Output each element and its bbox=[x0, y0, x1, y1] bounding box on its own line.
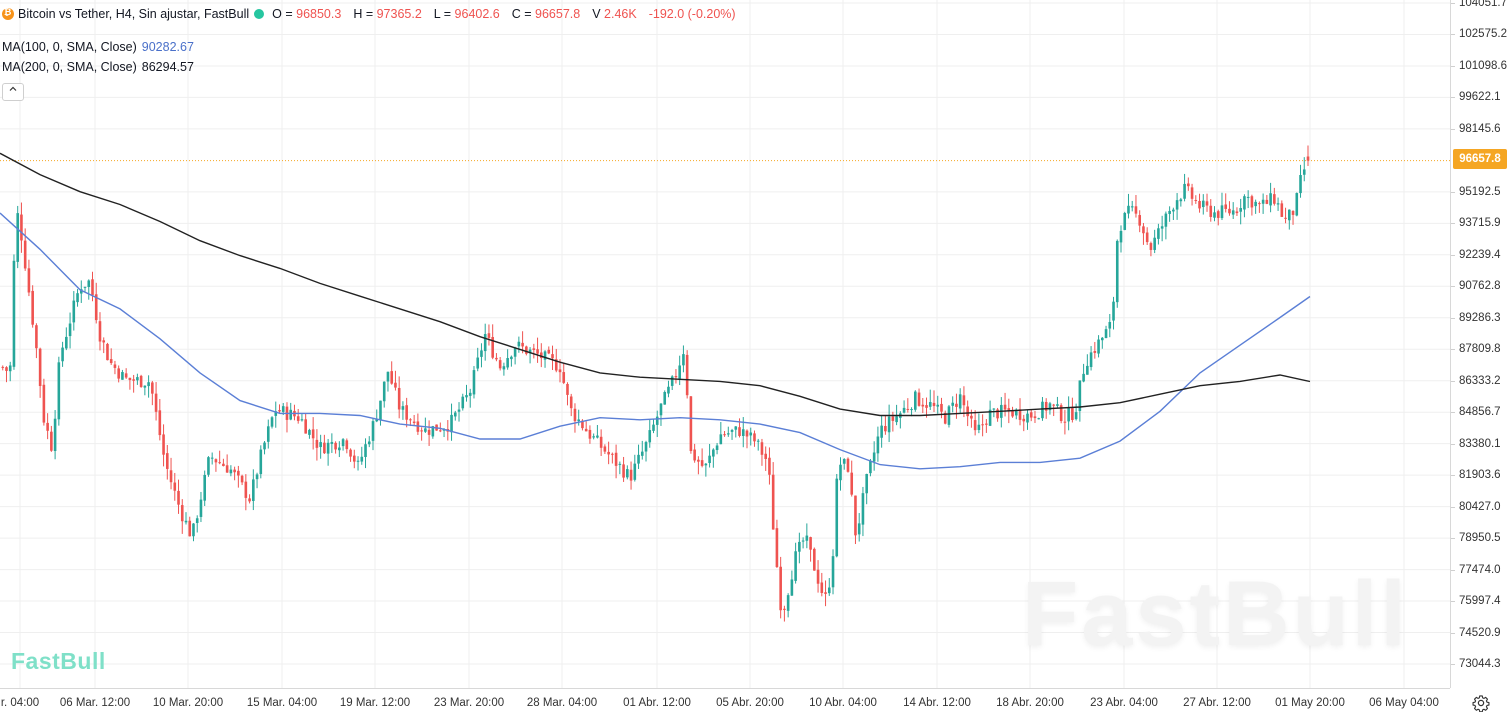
time-tick-label: 27 Abr. 12:00 bbox=[1183, 697, 1251, 709]
price-tick-mark bbox=[1451, 412, 1455, 414]
time-tick-label: r. 04:00 bbox=[0, 697, 40, 709]
fastbull-logo-watermark: FastBull bbox=[11, 648, 106, 674]
price-tick-mark bbox=[1451, 97, 1455, 99]
time-tick-label: 01 May 20:00 bbox=[1275, 697, 1345, 709]
price-tick-label: 84856.7 bbox=[1459, 406, 1501, 419]
time-tick-label: 10 Abr. 04:00 bbox=[809, 697, 877, 709]
time-tick-label: 15 Mar. 04:00 bbox=[246, 697, 318, 709]
time-tick-label: 06 Mar. 12:00 bbox=[59, 697, 131, 709]
bitcoin-icon bbox=[2, 7, 14, 20]
price-tick-mark bbox=[1451, 380, 1455, 382]
high-value: 97365.2 bbox=[376, 7, 422, 21]
ma100-label: MA(100, 0, SMA, Close) bbox=[2, 40, 137, 54]
time-tick-label: 18 Abr. 20:00 bbox=[996, 697, 1064, 709]
price-tick-mark bbox=[1451, 3, 1455, 4]
price-tick-mark bbox=[1451, 632, 1455, 634]
price-tick-mark bbox=[1451, 506, 1455, 508]
price-tick-label: 83380.1 bbox=[1459, 437, 1501, 450]
ma200-value: 86294.57 bbox=[141, 60, 194, 74]
low-label: L = bbox=[433, 7, 452, 21]
ma200-line bbox=[0, 152, 1311, 417]
ma100-legend[interactable]: MA(100, 0, SMA, Close) 90282.67 bbox=[2, 40, 194, 54]
price-tick-mark bbox=[1451, 664, 1455, 665]
price-tick-label: 77474.0 bbox=[1459, 563, 1501, 576]
candlestick-chart[interactable] bbox=[0, 0, 1450, 688]
price-tick-label: 78950.5 bbox=[1459, 532, 1501, 545]
time-tick-label: 05 Abr. 20:00 bbox=[716, 697, 784, 709]
price-tick-mark bbox=[1451, 538, 1455, 540]
volume-value: 2.46K bbox=[604, 7, 637, 21]
close-label: C = bbox=[511, 7, 532, 21]
price-tick-label: 75997.4 bbox=[1459, 595, 1501, 608]
high-label: H = bbox=[353, 7, 374, 21]
price-change: -192.0 (-0.20%) bbox=[648, 7, 736, 21]
price-tick-label: 74520.9 bbox=[1459, 626, 1501, 639]
current-price-tag: 96657.8 bbox=[1453, 149, 1507, 169]
price-tick-label: 104051.7 bbox=[1459, 0, 1507, 9]
price-tick-mark bbox=[1451, 317, 1455, 319]
ma100-line bbox=[0, 212, 1311, 470]
time-tick-label: 19 Mar. 12:00 bbox=[339, 697, 411, 709]
price-tick-mark bbox=[1451, 286, 1455, 288]
price-tick-label: 99622.1 bbox=[1459, 91, 1501, 104]
price-tick-label: 89286.3 bbox=[1459, 311, 1501, 324]
time-axis[interactable]: r. 04:00 06 Mar. 12:00 10 Mar. 20:00 15 Mar… bbox=[0, 688, 1450, 717]
price-tick-label: 73044.3 bbox=[1459, 658, 1501, 670]
price-tick-label: 93715.9 bbox=[1459, 217, 1501, 230]
price-tick-mark bbox=[1451, 601, 1455, 603]
symbol-header: Bitcoin vs Tether, H4, Sin ajustar, Fast… bbox=[2, 7, 748, 21]
price-tick-mark bbox=[1451, 191, 1455, 193]
open-label: O = bbox=[272, 7, 293, 21]
price-tick-label: 86333.2 bbox=[1459, 374, 1501, 387]
candles bbox=[1, 145, 1310, 622]
price-tick-label: 101098.6 bbox=[1459, 59, 1507, 72]
price-tick-label: 80427.0 bbox=[1459, 500, 1501, 513]
time-tick-label: 10 Mar. 20:00 bbox=[152, 697, 224, 709]
price-tick-mark bbox=[1451, 254, 1455, 256]
chevron-up-icon bbox=[9, 86, 17, 91]
volume-label: V bbox=[592, 7, 601, 21]
close-value: 96657.8 bbox=[535, 7, 581, 21]
price-tick-label: 87809.8 bbox=[1459, 343, 1501, 356]
gear-icon bbox=[1472, 695, 1490, 713]
price-tick-mark bbox=[1451, 569, 1455, 571]
time-tick-label: 28 Mar. 04:00 bbox=[526, 697, 598, 709]
time-tick-label: 14 Abr. 12:00 bbox=[903, 697, 971, 709]
price-tick-mark bbox=[1451, 128, 1455, 130]
price-tick-mark bbox=[1451, 223, 1455, 225]
ma200-label: MA(200, 0, SMA, Close) bbox=[2, 60, 137, 74]
price-tick-label: 92239.4 bbox=[1459, 248, 1501, 261]
symbol-title: Bitcoin vs Tether, H4, Sin ajustar, Fast… bbox=[18, 7, 250, 21]
price-tick-label: 90762.8 bbox=[1459, 280, 1501, 293]
price-tick-label: 95192.5 bbox=[1459, 185, 1501, 198]
chart-settings-button[interactable] bbox=[1472, 694, 1490, 713]
chart-plot-area[interactable] bbox=[0, 0, 1450, 688]
price-tick-mark bbox=[1451, 443, 1455, 445]
low-value: 96402.6 bbox=[454, 7, 500, 21]
time-tick-label: 01 Abr. 12:00 bbox=[623, 697, 691, 709]
market-status-dot-icon bbox=[254, 9, 265, 19]
time-tick-label: 23 Mar. 20:00 bbox=[433, 697, 505, 709]
price-tick-label: 98145.6 bbox=[1459, 122, 1501, 135]
price-tick-label: 81903.6 bbox=[1459, 469, 1501, 482]
collapse-indicators-button[interactable] bbox=[2, 83, 24, 101]
time-tick-label: 06 May 04:00 bbox=[1369, 697, 1439, 709]
fastbull-large-watermark: FastBull bbox=[1022, 563, 1409, 665]
price-tick-label: 102575.2 bbox=[1459, 28, 1507, 41]
price-tick-mark bbox=[1451, 65, 1455, 67]
open-value: 96850.3 bbox=[296, 7, 342, 21]
time-tick-label: 23 Abr. 04:00 bbox=[1090, 697, 1158, 709]
ma100-value: 90282.67 bbox=[141, 40, 194, 54]
price-tick-mark bbox=[1451, 475, 1455, 477]
ma200-legend[interactable]: MA(200, 0, SMA, Close) 86294.57 bbox=[2, 60, 194, 74]
price-tick-mark bbox=[1451, 349, 1455, 351]
price-tick-mark bbox=[1451, 34, 1455, 36]
price-axis[interactable]: 104051.7 102575.2 101098.6 99622.1 98145.6 95… bbox=[1450, 0, 1512, 688]
